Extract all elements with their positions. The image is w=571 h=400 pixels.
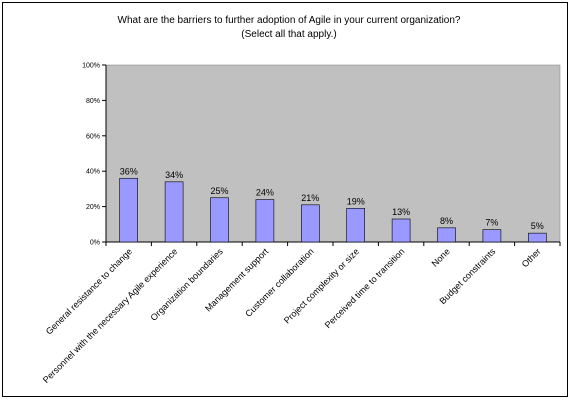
bar [210, 197, 229, 243]
bar-data-label: 7% [485, 218, 498, 228]
x-category-label: General resistance to change [44, 246, 134, 336]
bar [527, 232, 547, 243]
bar [391, 218, 411, 243]
bar [300, 204, 320, 243]
bar-data-label: 21% [301, 193, 319, 203]
bar-data-label: 36% [120, 166, 138, 176]
y-tick-label: 80% [86, 98, 100, 105]
bars: 36% 34% 25% 24% 21% 19% 13% 8% 7% 5% [119, 166, 547, 243]
bar-data-label: 34% [165, 170, 183, 180]
chart-title: What are the barriers to further adoptio… [118, 15, 461, 26]
bar-data-label: 13% [392, 207, 410, 217]
bar [437, 227, 456, 243]
bar [119, 177, 138, 243]
y-tick-label: 20% [86, 204, 100, 211]
bar-data-label: 19% [347, 196, 365, 206]
y-tick-label: 40% [86, 169, 100, 176]
y-tick-label: 0% [90, 240, 100, 247]
bar [164, 181, 184, 243]
bar-data-label: 25% [210, 186, 228, 196]
x-category-label: Project complexity or size [282, 246, 361, 325]
y-tick-label: 60% [86, 133, 100, 140]
bar-data-label: 5% [531, 221, 544, 231]
x-category-label: Perceived time to transition [323, 246, 407, 330]
bar-data-label: 8% [440, 216, 453, 226]
y-axis-ticks: 0% 20% 40% 60% 80% 100% [82, 63, 106, 247]
bar-data-label: 24% [256, 188, 274, 198]
bar-chart: What are the barriers to further adoptio… [41, 15, 561, 385]
bar [255, 199, 275, 243]
chart-frame: What are the barriers to further adoptio… [2, 2, 568, 397]
chart-subtitle: (Select all that apply.) [241, 29, 336, 40]
bar [346, 208, 366, 243]
y-tick-label: 100% [82, 63, 100, 70]
bar [482, 229, 502, 243]
x-category-label: Other [520, 246, 543, 269]
x-category-label: None [430, 246, 452, 268]
